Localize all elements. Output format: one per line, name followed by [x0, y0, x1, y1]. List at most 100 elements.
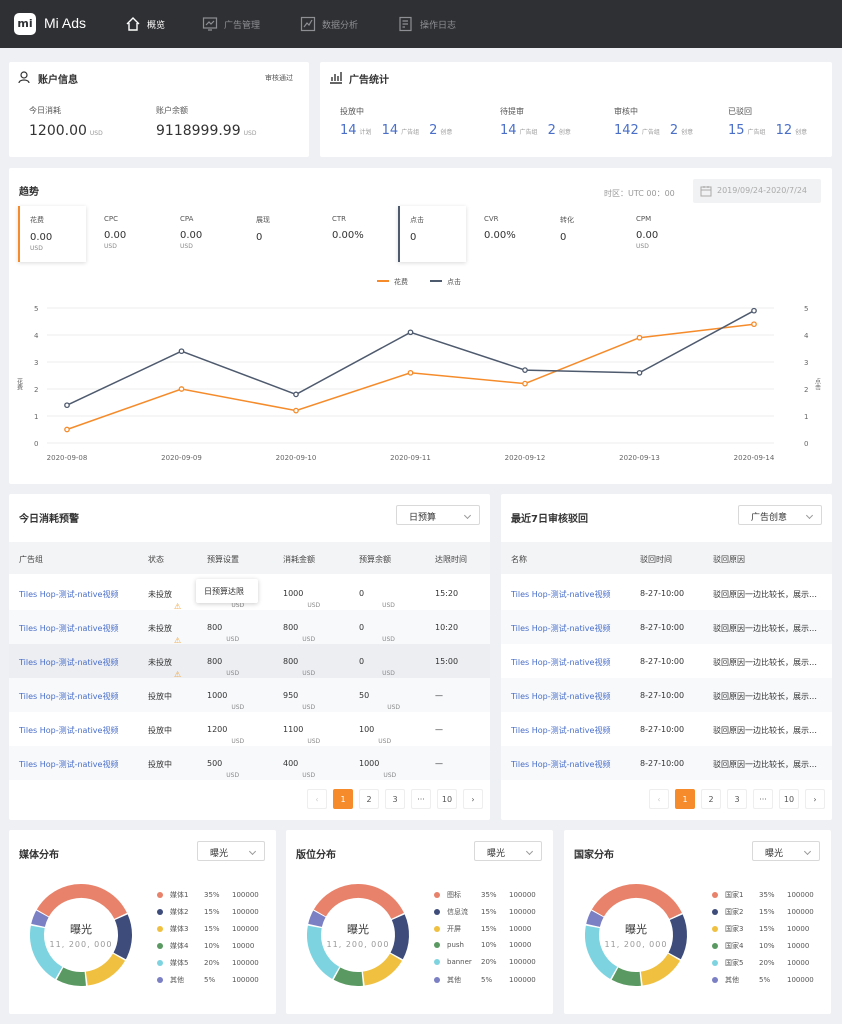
pagination-page-button[interactable]: 1	[333, 789, 353, 809]
metric-card-CPA[interactable]: CPA 0.00 USD	[170, 206, 238, 262]
legend-dot	[157, 892, 163, 898]
data-point	[522, 380, 528, 387]
pagination-page-button[interactable]: 2	[701, 789, 721, 809]
ad-group-link[interactable]: Tiles Hop-测试-native视频	[19, 658, 119, 667]
metric-card-转化[interactable]: 转化 0	[550, 206, 618, 262]
ad-group-link[interactable]: Tiles Hop-测试-native视频	[19, 692, 119, 701]
creative-link[interactable]: Tiles Hop-测试-native视频	[511, 658, 611, 667]
pagination-page-button[interactable]: 2	[359, 789, 379, 809]
nav-overview[interactable]: 概览	[125, 16, 165, 32]
legend-percent: 15%	[204, 925, 220, 933]
metric-card-点击[interactable]: 点击 0	[398, 206, 466, 262]
data-point	[751, 321, 757, 328]
donut-slice[interactable]	[26, 880, 136, 990]
pagination-page-button[interactable]: 3	[727, 789, 747, 809]
ad-stat-number[interactable]: 15	[728, 123, 745, 138]
pagination-prev-page-button[interactable]: ‹	[307, 789, 327, 809]
creative-link[interactable]: Tiles Hop-测试-native视频	[511, 760, 611, 769]
legend-item: 国家1 35% 100000	[712, 890, 814, 900]
legend-label: 点击	[447, 277, 461, 286]
trend-title: 趋势	[19, 187, 39, 198]
metric-card-花费[interactable]: 花费 0.00 USD	[18, 206, 86, 262]
ad-stat-number[interactable]: 14	[340, 123, 357, 138]
budget-type-select[interactable]: 日预算	[396, 505, 480, 525]
metric-unit: USD	[104, 243, 117, 250]
ad-stat-unit: 广告组	[641, 129, 660, 136]
account-info-card	[9, 62, 309, 157]
creative-link[interactable]: Tiles Hop-测试-native视频	[511, 624, 611, 633]
ad-group-link[interactable]: Tiles Hop-测试-native视频	[19, 624, 119, 633]
metric-label: 花费	[30, 216, 44, 224]
ad-stat-number[interactable]: 2	[669, 123, 679, 138]
analytics-icon	[300, 16, 316, 32]
pagination-next-page-button[interactable]: ›	[463, 789, 483, 809]
creative-link[interactable]: Tiles Hop-测试-native视频	[511, 692, 611, 701]
donut-chart	[26, 880, 136, 990]
reject-time: 8-27-10:00	[640, 691, 685, 700]
metric-select[interactable]: 曝光	[752, 841, 820, 861]
nav-data-analysis[interactable]: 数据分析	[300, 16, 358, 32]
today-spend-number: 1200.00	[29, 123, 87, 139]
ad-stat-number[interactable]: 2	[547, 123, 556, 138]
date-range-picker[interactable]: 2019/09/24-2020/7/24	[693, 179, 821, 203]
log-edit-icon	[399, 16, 412, 32]
metric-card-CPM[interactable]: CPM 0.00 USD	[626, 206, 694, 262]
nav-label: 广告管理	[224, 20, 261, 31]
unit: USD	[382, 670, 395, 677]
rejected-type-select[interactable]: 广告创意	[738, 505, 822, 525]
rejected-table-header: 名称 驳回时间 驳回原因	[501, 542, 832, 574]
legend-name: 国家5	[725, 959, 744, 967]
legend-percent: 15%	[759, 925, 775, 933]
legend-value: 100000	[232, 976, 259, 984]
unit: USD	[302, 670, 316, 677]
pagination-next-page-button[interactable]: ›	[805, 789, 825, 809]
legend-name: 其他	[725, 976, 739, 984]
pagination-page-button[interactable]: 10	[779, 789, 799, 809]
donut-slice[interactable]	[581, 880, 691, 990]
metric-select[interactable]: 曝光	[197, 841, 265, 861]
limit-time: 15:20	[435, 589, 459, 598]
creative-link[interactable]: Tiles Hop-测试-native视频	[511, 590, 611, 599]
legend-item: 媒体4 10% 10000	[157, 941, 254, 951]
metric-select[interactable]: 曝光	[474, 841, 542, 861]
ad-group-link[interactable]: Tiles Hop-测试-native视频	[19, 590, 119, 599]
spent-value: 950 USD	[283, 691, 316, 711]
legend-dot	[157, 926, 163, 932]
ad-group-link[interactable]: Tiles Hop-测试-native视频	[19, 760, 119, 769]
nav-operation-log[interactable]: 操作日志	[398, 16, 456, 32]
donut-slice[interactable]	[303, 880, 413, 990]
legend-value: 10000	[787, 925, 810, 933]
pagination-page-button[interactable]: 3	[385, 789, 405, 809]
legend-percent: 15%	[204, 908, 220, 916]
metric-value: 0.00	[636, 230, 659, 241]
pagination-page-button[interactable]: 10	[437, 789, 457, 809]
ad-stat-unit: 创意	[795, 129, 808, 136]
metric-unit: USD	[180, 243, 193, 250]
metric-card-CTR[interactable]: CTR 0.00%	[322, 206, 390, 262]
ad-stat-number[interactable]: 142	[614, 123, 639, 138]
nav-ad-management[interactable]: 广告管理	[202, 16, 260, 32]
ad-stat-number[interactable]: 12	[775, 123, 793, 138]
reject-time: 8-27-10:00	[640, 725, 685, 734]
y-axis-label-left: 花费	[16, 377, 23, 391]
status-text: 投放中	[148, 760, 172, 769]
legend-dot	[434, 942, 440, 948]
unit: USD	[378, 738, 392, 745]
metric-card-CPC[interactable]: CPC 0.00 USD	[94, 206, 162, 262]
pagination-page-button[interactable]: 1	[675, 789, 695, 809]
legend-name: 其他	[447, 976, 461, 984]
data-point	[293, 391, 299, 398]
metric-value: 0.00	[180, 230, 203, 241]
pagination-prev-page-button[interactable]: ‹	[649, 789, 669, 809]
ad-stat-number[interactable]: 2	[429, 123, 438, 138]
metric-card-CVR[interactable]: CVR 0.00%	[474, 206, 542, 262]
metric-value: 0.00	[104, 230, 127, 241]
metric-value: 0	[410, 232, 417, 243]
ad-stat-number[interactable]: 14	[500, 123, 517, 138]
creative-link[interactable]: Tiles Hop-测试-native视频	[511, 726, 611, 735]
ad-group-link[interactable]: Tiles Hop-测试-native视频	[19, 726, 119, 735]
ad-stat-number[interactable]: 14	[381, 123, 399, 138]
y-tick-right: 1	[804, 413, 808, 421]
metric-card-展现[interactable]: 展现 0	[246, 206, 314, 262]
legend-percent: 15%	[481, 908, 497, 916]
